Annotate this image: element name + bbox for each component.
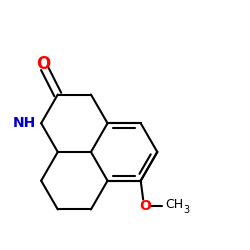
Text: CH: CH [166, 198, 184, 211]
Text: NH: NH [13, 116, 36, 130]
Text: 3: 3 [184, 205, 190, 215]
Text: O: O [36, 55, 50, 73]
Text: O: O [139, 199, 151, 213]
